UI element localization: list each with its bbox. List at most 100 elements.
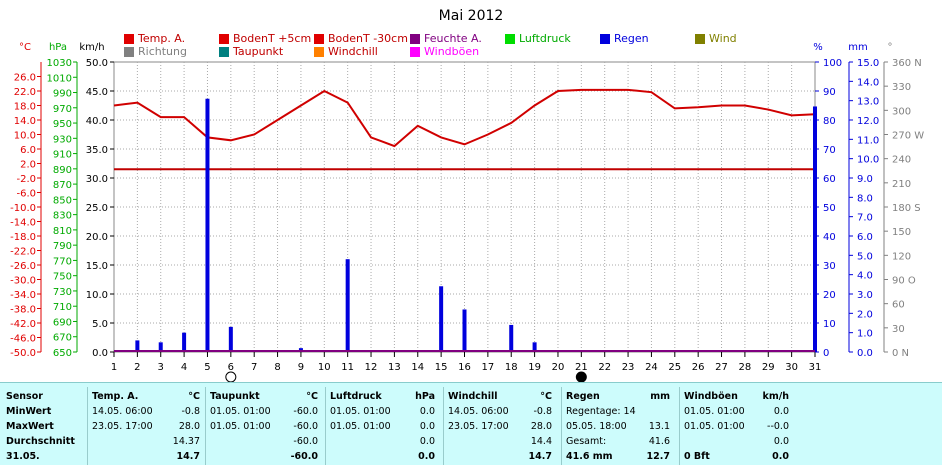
column-header-label: Temp. A. — [92, 391, 139, 402]
stats-cell: 05.05. 18:00 13.1 — [566, 419, 670, 434]
stats-cell: 0 Bft 0.0 — [684, 449, 789, 464]
speed-axis-tick-label: 40.0 — [86, 116, 108, 127]
direction-axis-tick-label: 150 — [892, 227, 911, 238]
stats-value: 0.0 — [772, 451, 789, 462]
humidity-axis-tick-label: 20 — [823, 290, 836, 301]
x-tick-label: 20 — [552, 362, 565, 373]
column-unit: °C — [188, 391, 200, 402]
x-tick-label: 14 — [411, 362, 424, 373]
stats-cell: 23.05. 17:00 28.0 — [92, 419, 200, 434]
rain-bar — [462, 309, 467, 352]
rain-bar — [135, 340, 140, 352]
pressure-axis-tick-label: 730 — [53, 287, 72, 298]
legend-swatch — [124, 33, 134, 44]
direction-axis-tick-label: 360 N — [892, 58, 922, 69]
stats-date: Regentage: 14 — [566, 406, 636, 417]
temp-axis-tick-label: -30.0 — [10, 276, 36, 287]
pressure-axis-tick-label: 890 — [53, 165, 72, 176]
rain-unit-label: mm — [848, 42, 867, 53]
stats-date: 01.05. 01:00 — [210, 406, 271, 417]
stats-date: 14.05. 06:00 — [448, 406, 509, 417]
legend-item[interactable]: BodenT -30cm — [314, 32, 408, 45]
stats-value: 0.0 — [419, 436, 435, 447]
rain-bar — [158, 342, 163, 352]
stats-cell: 01.05. 01:00 -60.0 — [210, 404, 318, 419]
pressure-axis-tick-label: 910 — [53, 150, 72, 161]
x-tick-label: 22 — [598, 362, 611, 373]
x-tick-label: 23 — [622, 362, 635, 373]
legend-item[interactable]: Richtung — [124, 45, 187, 58]
rain-axis-tick-label: 9.0 — [857, 174, 873, 185]
direction-axis-tick-label: 180 S — [892, 203, 921, 214]
rain-axis-tick-label: 11.0 — [857, 135, 879, 146]
direction-axis-tick-label: 330 — [892, 82, 911, 93]
x-tick-label: 25 — [668, 362, 681, 373]
rain-axis-tick-label: 4.0 — [857, 271, 873, 282]
rain-axis-tick-label: 2.0 — [857, 309, 873, 320]
direction-axis-tick-label: 210 — [892, 179, 911, 190]
row-label: MaxWert — [6, 421, 54, 432]
x-tick-label: 10 — [318, 362, 331, 373]
temp-axis-tick-label: -10.0 — [10, 203, 36, 214]
x-tick-label: 15 — [435, 362, 448, 373]
stats-value: 0.0 — [419, 421, 435, 432]
legend-label: Regen — [614, 32, 649, 45]
legend-item[interactable]: Luftdruck — [505, 32, 571, 45]
speed-axis-tick-label: 25.0 — [86, 203, 108, 214]
x-tick-label: 29 — [762, 362, 775, 373]
temp-axis-tick-label: -50.0 — [10, 348, 36, 359]
column-header: Windböen km/h — [684, 389, 789, 404]
rain-axis-tick-label: 3.0 — [857, 290, 873, 301]
humidity-axis-tick-label: 10 — [823, 319, 836, 330]
full-moon-icon — [225, 371, 237, 382]
column-header: Windchill °C — [448, 389, 552, 404]
row-label: Durchschnitt — [6, 436, 75, 447]
column-header-label: Windböen — [684, 391, 738, 402]
temp-axis-tick-label: 2.0 — [20, 160, 36, 171]
stats-value: --0.0 — [767, 421, 789, 432]
stats-cell: Regentage: 14 — [566, 404, 670, 419]
new-moon-icon — [575, 371, 587, 382]
legend-item[interactable]: BodenT +5cm — [219, 32, 311, 45]
temp-axis-tick-label: -22.0 — [10, 247, 36, 258]
direction-axis-tick-label: 60 — [892, 300, 905, 311]
speed-axis-tick-label: 15.0 — [86, 261, 108, 272]
legend-item[interactable]: Windböen — [410, 45, 479, 58]
legend-item[interactable]: Wind — [695, 32, 737, 45]
humidity-axis-tick-label: 80 — [823, 116, 836, 127]
legend-item[interactable]: Feuchte A. — [410, 32, 482, 45]
legend-label: Richtung — [138, 45, 187, 58]
direction-axis-tick-label: 300 — [892, 106, 911, 117]
x-tick-label: 5 — [204, 362, 210, 373]
x-tick-label: 3 — [158, 362, 164, 373]
stats-date: 01.05. 01:00 — [684, 421, 745, 432]
stats-value: 0.0 — [773, 436, 789, 447]
column-header: Luftdruck hPa — [330, 389, 435, 404]
stats-date: Gesamt: — [566, 436, 607, 447]
pressure-axis-tick-label: 830 — [53, 211, 72, 222]
statistics-table: Sensor MinWert MaxWert Durchschnitt 31.0… — [0, 382, 942, 465]
pressure-axis-tick-label: 710 — [53, 302, 72, 313]
legend-item[interactable]: Regen — [600, 32, 649, 45]
stats-column-regen: Regen mm Regentage: 14 05.05. 18:00 13.1 Gesa… — [566, 389, 670, 464]
humidity-axis-tick-label: 50 — [823, 203, 836, 214]
legend-item[interactable]: Temp. A. — [124, 32, 185, 45]
stats-value: 14.7 — [528, 451, 552, 462]
column-unit: km/h — [762, 391, 789, 402]
legend-item[interactable]: Windchill — [314, 45, 378, 58]
legend-label: BodenT -30cm — [328, 32, 408, 45]
x-tick-label: 11 — [341, 362, 354, 373]
x-tick-label: 13 — [388, 362, 401, 373]
stats-cell: 0.0 — [330, 449, 435, 464]
legend-item[interactable]: Taupunkt — [219, 45, 283, 58]
temp-axis-tick-label: -26.0 — [10, 261, 36, 272]
rain-axis-tick-label: 0.0 — [857, 348, 873, 359]
temp-axis-tick-label: 14.0 — [14, 116, 36, 127]
stats-date: 41.6 mm — [566, 451, 613, 462]
legend-swatch — [219, 46, 229, 57]
stats-cell: 41.6 mm 12.7 — [566, 449, 670, 464]
stats-column-temp: Temp. A. °C 14.05. 06:00 -0.8 23.05. 17:00 28… — [92, 389, 200, 464]
pressure-axis-tick-label: 1030 — [47, 58, 72, 69]
pressure-axis-tick-label: 770 — [53, 256, 72, 267]
x-tick-label: 4 — [181, 362, 187, 373]
